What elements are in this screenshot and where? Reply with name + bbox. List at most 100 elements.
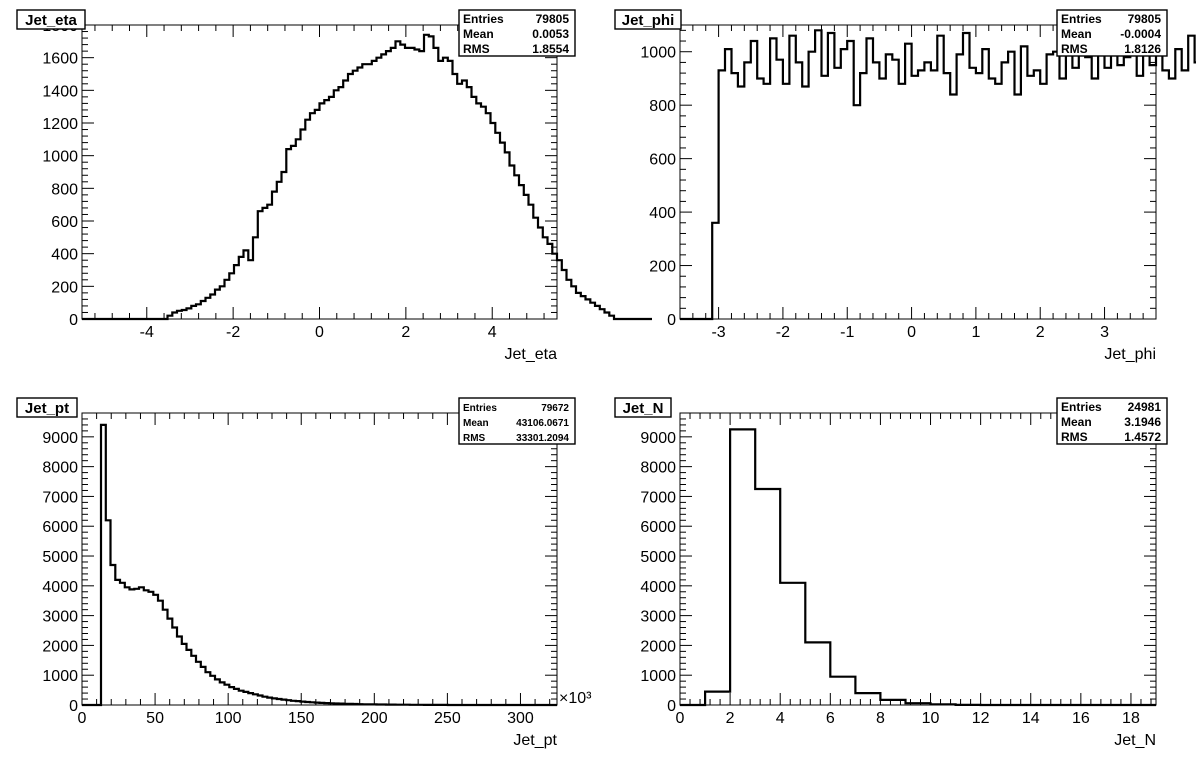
y-tick-label: 1000 — [640, 45, 676, 62]
stats-mean-value: 0.0053 — [532, 27, 569, 41]
x-tick-label: 8 — [876, 710, 885, 727]
y-tick-label: 2000 — [640, 638, 676, 655]
stats-box — [1056, 9, 1168, 57]
x-tick-label: 1 — [971, 324, 980, 341]
chart-title: Jet_eta — [25, 12, 77, 29]
plot-frame — [679, 24, 1157, 320]
x-tick-label: 250 — [434, 710, 461, 727]
histogram-series — [680, 428, 1156, 707]
stats-mean-label: Mean — [463, 418, 489, 429]
x-tick-label: -3 — [711, 324, 725, 341]
stats-rms-value: 33301.2094 — [516, 433, 569, 444]
stats-entries-value: 24981 — [1128, 400, 1162, 414]
stats-rms-value: 1.8126 — [1124, 42, 1161, 56]
x-tick-label: -2 — [226, 324, 240, 341]
y-tick-label: 600 — [649, 152, 676, 169]
histogram-panel-Jet_phi: 0 200 400 600 800 1000 -3 -2 -1 0 1 2 3 Jet_phi Jet_ph… — [614, 9, 1196, 363]
stats-entries-value: 79672 — [541, 403, 569, 414]
y-tick-label: 9000 — [640, 430, 676, 447]
x-tick-label: 2 — [1036, 324, 1045, 341]
stats-box — [1056, 397, 1168, 445]
title-box — [16, 9, 86, 30]
x-tick-label: 2 — [726, 710, 735, 727]
x-axis-label: Jet_pt — [513, 732, 557, 749]
plot-frame — [81, 412, 558, 706]
y-tick-label: 1400 — [42, 83, 78, 100]
stats-mean-label: Mean — [463, 27, 494, 41]
x-axis-label: Jet_phi — [1104, 346, 1156, 363]
stats-entries-label: Entries — [463, 12, 504, 26]
x-tick-label: 200 — [361, 710, 388, 727]
title-box — [614, 9, 682, 30]
stats-entries-value: 79805 — [1128, 12, 1162, 26]
y-tick-label: 3000 — [640, 609, 676, 626]
x-tick-label: -2 — [776, 324, 790, 341]
x-tick-label: 14 — [1022, 710, 1040, 727]
y-tick-label: 800 — [649, 98, 676, 115]
chart-title: Jet_pt — [25, 400, 69, 417]
x-tick-label: 0 — [315, 324, 324, 341]
y-tick-label: 0 — [667, 312, 676, 329]
x-tick-label: 16 — [1072, 710, 1090, 727]
stats-mean-label: Mean — [1061, 27, 1092, 41]
y-tick-label: 0 — [69, 312, 78, 329]
x-tick-label: 0 — [907, 324, 916, 341]
chart-title: Jet_phi — [622, 12, 675, 29]
y-tick-label: 1000 — [42, 668, 78, 685]
stats-entries-label: Entries — [1061, 400, 1102, 414]
title-box — [614, 397, 672, 418]
x-tick-label: 150 — [288, 710, 315, 727]
y-tick-label: 7000 — [42, 489, 78, 506]
x-tick-label: 100 — [215, 710, 242, 727]
x-tick-label: 300 — [507, 710, 534, 727]
y-tick-label: 800 — [51, 181, 78, 198]
y-tick-label: 4000 — [42, 579, 78, 596]
y-tick-label: 1000 — [640, 668, 676, 685]
y-tick-label: 0 — [69, 698, 78, 715]
y-tick-label: 8000 — [640, 460, 676, 477]
y-tick-label: 200 — [51, 279, 78, 296]
histogram-series — [680, 29, 1196, 321]
plot-frame — [679, 412, 1157, 706]
y-tick-label: 8000 — [42, 460, 78, 477]
chart-title: Jet_N — [623, 400, 664, 417]
y-tick-label: 5000 — [640, 549, 676, 566]
plot-frame — [81, 24, 558, 320]
y-tick-label: 9000 — [42, 430, 78, 447]
y-tick-label: 5000 — [42, 549, 78, 566]
y-tick-label: 6000 — [42, 519, 78, 536]
x-tick-label: 12 — [972, 710, 990, 727]
x-tick-label: -4 — [140, 324, 154, 341]
x-axis-label: Jet_eta — [505, 346, 558, 363]
y-tick-label: 1000 — [42, 149, 78, 166]
y-tick-label: 2000 — [42, 638, 78, 655]
y-tick-label: 4000 — [640, 579, 676, 596]
histogram-series — [82, 33, 652, 321]
x-tick-label: 2 — [401, 324, 410, 341]
x-tick-label: 0 — [78, 710, 87, 727]
histogram-panel-Jet_pt: 0 1000 2000 3000 4000 5000 6000 7000 8000 9000 0 50… — [16, 397, 592, 749]
histogram-series — [82, 423, 557, 707]
y-tick-label: 400 — [51, 247, 78, 264]
y-tick-label: 400 — [649, 205, 676, 222]
y-tick-label: 1600 — [42, 51, 78, 68]
stats-entries-label: Entries — [463, 403, 497, 414]
stats-mean-value: -0.0004 — [1120, 27, 1161, 41]
stats-rms-label: RMS — [1061, 42, 1088, 56]
x-axis-multiplier: ×10³ — [559, 690, 592, 707]
y-tick-label: 1200 — [42, 116, 78, 133]
x-tick-label: 3 — [1100, 324, 1109, 341]
x-axis-label: Jet_N — [1114, 732, 1156, 749]
x-tick-label: 50 — [146, 710, 164, 727]
stats-mean-value: 3.1946 — [1124, 415, 1161, 429]
stats-rms-label: RMS — [463, 433, 486, 444]
y-tick-label: 200 — [649, 259, 676, 276]
stats-box — [458, 397, 576, 445]
x-tick-label: 10 — [922, 710, 940, 727]
x-tick-label: 18 — [1122, 710, 1140, 727]
y-tick-label: 3000 — [42, 609, 78, 626]
histogram-panel-Jet_eta: 020040060080010001200140016001800-4-2024… — [16, 9, 652, 363]
stats-mean-value: 43106.0671 — [516, 418, 569, 429]
